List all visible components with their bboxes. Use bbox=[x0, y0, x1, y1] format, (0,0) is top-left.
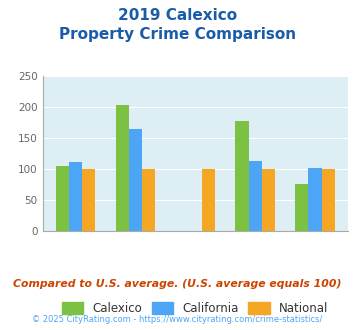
Bar bbox=[235, 120, 248, 231]
Bar bbox=[295, 184, 308, 231]
Bar bbox=[129, 129, 142, 231]
Text: Property Crime Comparison: Property Crime Comparison bbox=[59, 27, 296, 42]
Bar bbox=[308, 168, 322, 231]
Bar bbox=[248, 161, 262, 231]
Bar bbox=[116, 105, 129, 231]
Bar bbox=[322, 169, 335, 231]
Bar bbox=[82, 169, 95, 231]
Text: 2019 Calexico: 2019 Calexico bbox=[118, 8, 237, 23]
Legend: Calexico, California, National: Calexico, California, National bbox=[62, 302, 328, 315]
Bar bbox=[56, 166, 69, 231]
Text: © 2025 CityRating.com - https://www.cityrating.com/crime-statistics/: © 2025 CityRating.com - https://www.city… bbox=[32, 315, 323, 324]
Bar bbox=[262, 169, 275, 231]
Bar bbox=[69, 162, 82, 231]
Text: Compared to U.S. average. (U.S. average equals 100): Compared to U.S. average. (U.S. average … bbox=[13, 279, 342, 289]
Bar bbox=[142, 169, 155, 231]
Bar bbox=[202, 169, 215, 231]
